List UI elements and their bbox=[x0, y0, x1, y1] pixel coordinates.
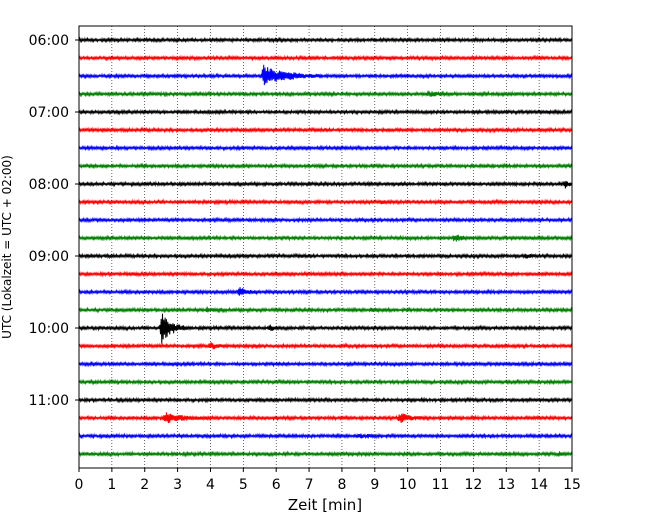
x-tick-label: 10 bbox=[399, 477, 417, 493]
trace-row-0 bbox=[78, 36, 573, 44]
y-tick-label: 09:00 bbox=[29, 249, 69, 265]
y-axis-ticks: 06:00 07:00 08:00 09:00 10:00 11:00 bbox=[29, 33, 79, 409]
x-tick-label: 9 bbox=[370, 477, 379, 493]
trace-row-1 bbox=[78, 54, 573, 62]
trace-row-9 bbox=[78, 198, 573, 206]
trace-row-18 bbox=[78, 360, 573, 368]
x-tick-label: 15 bbox=[563, 477, 581, 493]
plot-frame bbox=[78, 25, 573, 469]
seismic-traces bbox=[78, 36, 573, 458]
trace-row-14 bbox=[78, 287, 573, 296]
y-tick-label: 06:00 bbox=[29, 33, 69, 49]
trace-row-6 bbox=[78, 144, 573, 152]
x-tick-label: 1 bbox=[107, 477, 116, 493]
y-tick-label: 07:00 bbox=[29, 105, 69, 121]
x-tick-label: 12 bbox=[464, 477, 482, 493]
trace-row-11 bbox=[78, 234, 573, 242]
trace-row-23 bbox=[78, 450, 573, 458]
x-axis-ticks: 0 1 2 3 4 5 6 7 8 9 10 11 12 13 14 15 bbox=[75, 468, 581, 493]
x-tick-label: 13 bbox=[497, 477, 515, 493]
trace-row-19 bbox=[78, 378, 573, 386]
trace-row-13 bbox=[78, 270, 573, 278]
trace-row-17 bbox=[78, 342, 573, 350]
x-tick-label: 2 bbox=[140, 477, 149, 493]
y-tick-label: 10:00 bbox=[29, 321, 69, 337]
trace-row-10 bbox=[78, 216, 573, 224]
x-tick-label: 5 bbox=[239, 477, 248, 493]
trace-row-4 bbox=[78, 108, 573, 116]
x-tick-label: 8 bbox=[337, 477, 346, 493]
trace-row-8 bbox=[78, 180, 573, 189]
x-tick-label: 14 bbox=[530, 477, 548, 493]
trace-row-3 bbox=[78, 90, 573, 98]
x-tick-label: 3 bbox=[173, 477, 182, 493]
x-tick-label: 7 bbox=[305, 477, 314, 493]
x-tick-label: 11 bbox=[432, 477, 450, 493]
trace-row-21 bbox=[78, 412, 573, 424]
y-axis-label: UTC (Lokalzeit = UTC + 02:00) bbox=[0, 155, 14, 339]
trace-row-5 bbox=[78, 126, 573, 134]
trace-row-15 bbox=[78, 306, 573, 314]
x-tick-label: 6 bbox=[272, 477, 281, 493]
trace-row-16 bbox=[78, 313, 573, 344]
x-tick-label: 0 bbox=[75, 477, 84, 493]
y-tick-label: 08:00 bbox=[29, 177, 69, 193]
trace-row-22 bbox=[78, 432, 573, 440]
x-axis-label: Zeit [min] bbox=[288, 496, 362, 514]
trace-row-12 bbox=[78, 252, 573, 260]
y-tick-label: 11:00 bbox=[29, 393, 69, 409]
trace-row-7 bbox=[78, 162, 573, 170]
trace-row-2 bbox=[78, 64, 573, 86]
x-tick-label: 4 bbox=[206, 477, 215, 493]
trace-row-20 bbox=[78, 396, 573, 404]
